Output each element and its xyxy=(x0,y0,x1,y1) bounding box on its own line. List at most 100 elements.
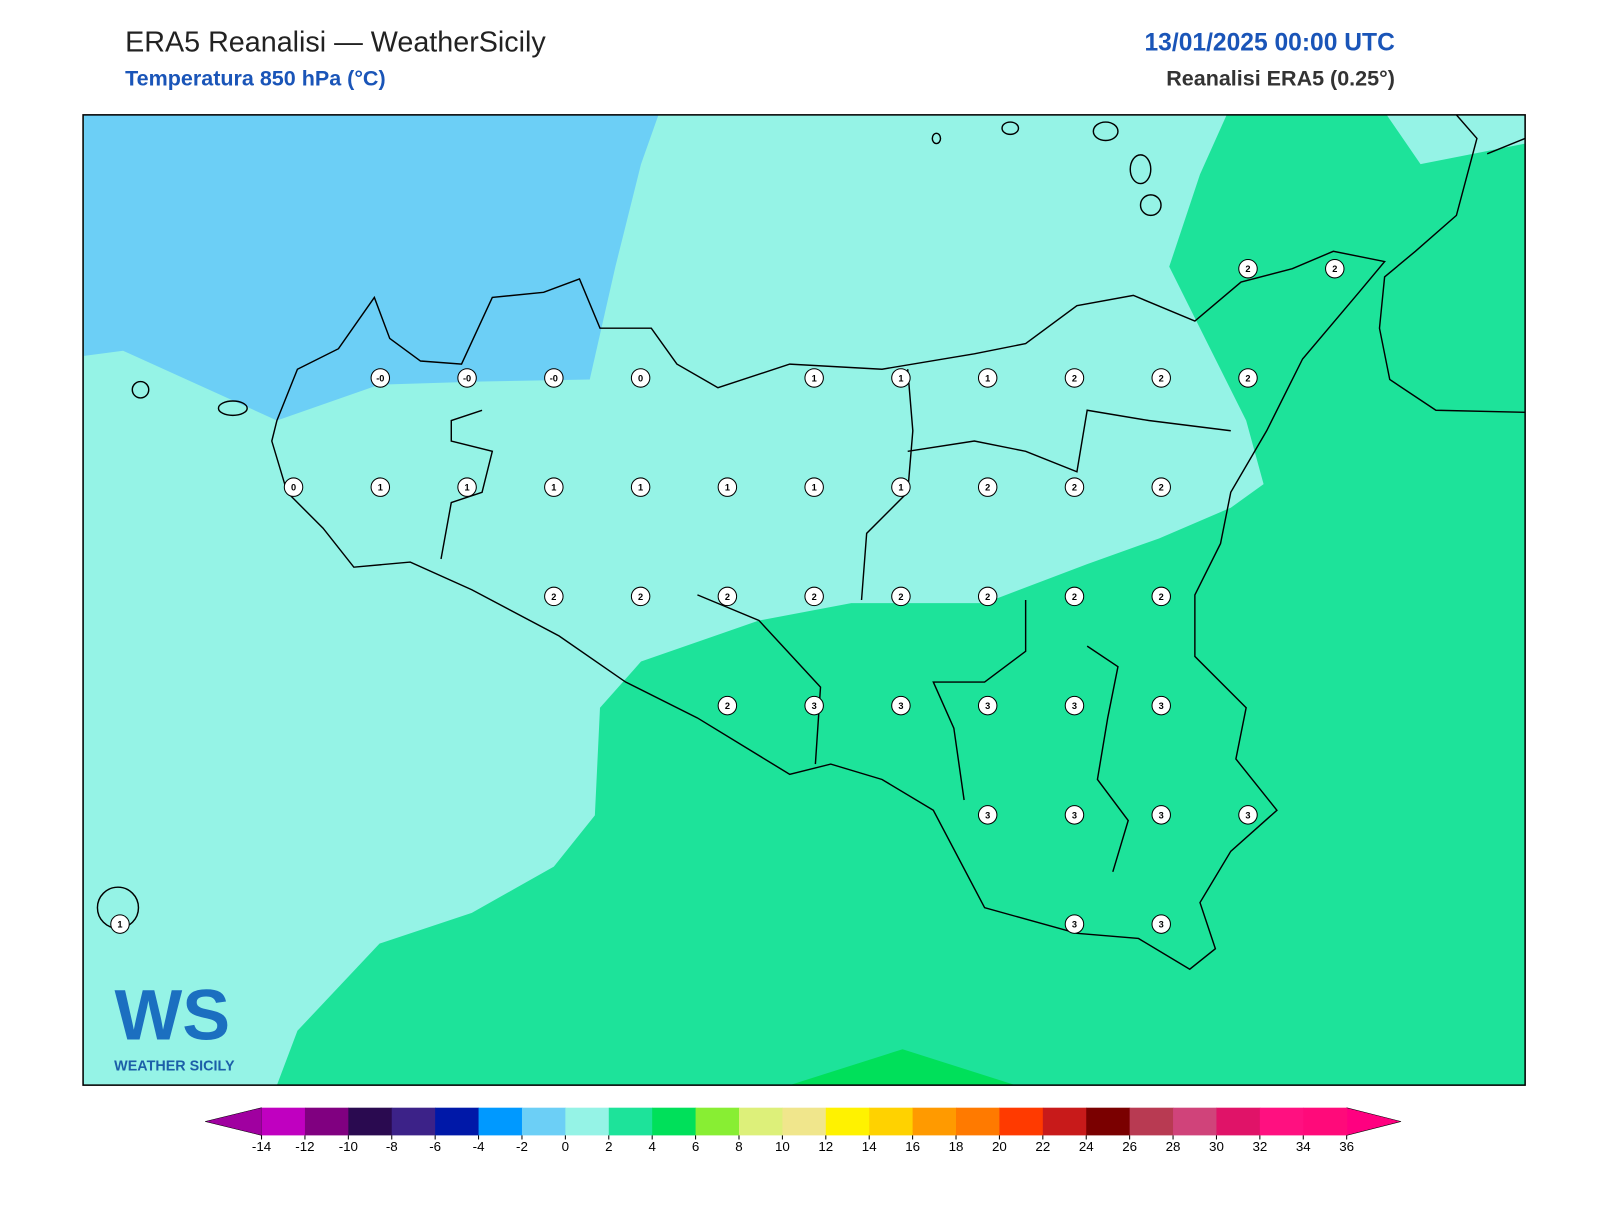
point-marker xyxy=(630,586,651,607)
point-marker xyxy=(110,914,130,934)
colorbar-tick-label: 30 xyxy=(1209,1139,1224,1154)
colorbar-tick-label: 22 xyxy=(1035,1139,1050,1154)
point-label: 1 xyxy=(551,483,556,493)
point-label: 3 xyxy=(1072,701,1077,711)
colorbar-tick-label: 34 xyxy=(1296,1139,1311,1154)
colorbar-tick-label: -14 xyxy=(252,1139,272,1154)
colorbar-swatch xyxy=(825,1107,870,1136)
point-label: 3 xyxy=(1245,810,1250,820)
point-label: 2 xyxy=(985,483,990,493)
field xyxy=(789,1049,1016,1086)
island xyxy=(931,132,942,145)
colorbar-swatch xyxy=(1129,1107,1174,1136)
island xyxy=(1139,194,1162,217)
point-label: 2 xyxy=(812,592,817,602)
point-label: 0 xyxy=(638,373,643,383)
point-marker xyxy=(717,695,738,716)
point-marker xyxy=(1064,368,1085,388)
colorbar-swatch xyxy=(956,1107,1000,1136)
point-marker xyxy=(804,368,824,388)
point-label: -0 xyxy=(463,373,471,383)
colorbar-tick-label: 6 xyxy=(692,1139,699,1154)
colorbar-swatch xyxy=(999,1107,1044,1136)
point-label: 2 xyxy=(1245,373,1250,383)
point-label: 1 xyxy=(898,373,903,383)
point-marker xyxy=(544,368,564,388)
field xyxy=(276,114,1526,1086)
colorbar-extend xyxy=(1346,1107,1402,1136)
map-frame xyxy=(82,114,1526,1086)
point-label: 3 xyxy=(812,701,817,711)
point-label: 1 xyxy=(812,483,817,493)
field xyxy=(84,114,659,421)
subtitle: Temperatura 850 hPa (°C) xyxy=(125,67,386,91)
point-label: 2 xyxy=(725,592,730,602)
colorbar-tick-label: -4 xyxy=(473,1139,485,1154)
point-marker xyxy=(1238,258,1258,279)
point-marker xyxy=(717,477,738,497)
point-label: 2 xyxy=(1072,592,1077,602)
point-marker xyxy=(1151,586,1171,607)
colorbar-swatch xyxy=(912,1107,957,1136)
point-label: 3 xyxy=(1072,920,1077,930)
colorbar-swatch xyxy=(695,1107,740,1136)
colorbar-tick-label: -6 xyxy=(429,1139,441,1154)
point-marker xyxy=(977,586,998,607)
point-marker xyxy=(1064,586,1085,607)
colorbar-extend xyxy=(205,1107,262,1136)
station-points: 2 2 -0 -0 -0 0 1 1 1 2 2 2 0 1 1 1 1 1 1 1 2 2 2 2 2 2 2 2 2 2 2 2 3 3 3 3 3… xyxy=(110,258,1345,934)
map: 2 2 -0 -0 -0 0 1 1 1 2 2 2 0 1 1 1 1 1 1 1 2 2 2 2 2 2 2 2 2 2 2 2 3 3 3 3 3… xyxy=(83,114,1526,1086)
point-marker xyxy=(1325,258,1345,279)
point-label: 2 xyxy=(1332,264,1337,274)
colorbar-tick-label: -12 xyxy=(295,1139,314,1154)
point-marker xyxy=(457,477,477,497)
point-marker xyxy=(544,477,564,497)
point-marker xyxy=(717,586,738,607)
point-label: 2 xyxy=(1245,264,1250,274)
point-marker xyxy=(804,695,824,716)
point-marker xyxy=(457,368,477,388)
colorbar-tick-label: 4 xyxy=(648,1139,656,1154)
colorbar-tick-label: 26 xyxy=(1122,1139,1137,1154)
point-label: 1 xyxy=(378,483,383,493)
point-label: -0 xyxy=(376,373,384,383)
colorbar-swatch xyxy=(304,1107,349,1136)
island xyxy=(1129,154,1152,185)
colorbar-swatch xyxy=(521,1107,566,1136)
point-marker xyxy=(1064,477,1085,497)
point-marker xyxy=(1151,805,1171,825)
logo-mark: WS xyxy=(114,975,230,1055)
colorbar-tick-label: -8 xyxy=(386,1139,398,1154)
point-label: 2 xyxy=(1159,373,1164,383)
point-label: 2 xyxy=(1072,483,1077,493)
coastline xyxy=(271,250,1386,971)
colorbar-tick-label: 16 xyxy=(905,1139,920,1154)
point-marker xyxy=(1151,368,1171,388)
colorbar-tick-label: 10 xyxy=(775,1139,790,1154)
colorbar-swatch xyxy=(608,1107,653,1136)
colorbar-swatch xyxy=(1086,1107,1131,1136)
point-marker xyxy=(977,368,998,388)
point-label: 2 xyxy=(985,592,990,602)
colorbar-swatch xyxy=(1173,1107,1217,1136)
point-marker xyxy=(1064,695,1085,716)
colorbar-tick-label: 18 xyxy=(949,1139,964,1154)
point-label: 1 xyxy=(465,483,470,493)
colorbar-swatch xyxy=(348,1107,393,1136)
colorbar: -14 -12 -10 -8 -6 -4 -2 0 2 4 6 8 10 12 14 16 18 20 22 24 26… xyxy=(205,1107,1402,1154)
colorbar-swatch xyxy=(261,1107,306,1136)
point-marker xyxy=(370,477,391,497)
point-label: 2 xyxy=(1159,592,1164,602)
colorbar-swatch xyxy=(738,1107,783,1136)
point-marker xyxy=(1064,914,1085,934)
colorbar-swatch xyxy=(1303,1107,1348,1136)
point-label: 2 xyxy=(638,592,643,602)
point-marker xyxy=(891,368,911,388)
point-marker xyxy=(804,586,824,607)
point-label: 2 xyxy=(551,592,556,602)
island xyxy=(217,400,248,417)
colorbar-swatch xyxy=(565,1107,610,1136)
colorbar-tick-label: 20 xyxy=(992,1139,1007,1154)
colorbar-swatch xyxy=(1259,1107,1304,1136)
point-marker xyxy=(1151,695,1171,716)
